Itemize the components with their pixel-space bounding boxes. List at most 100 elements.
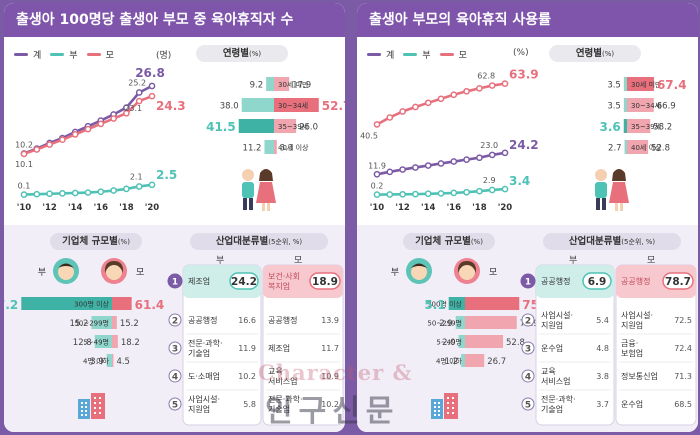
data-point: [412, 164, 419, 171]
building-window: [447, 412, 449, 414]
building-window: [452, 412, 454, 414]
data-point: [46, 141, 53, 148]
data-point: [437, 160, 445, 167]
mother-top-value-pill: [309, 272, 341, 290]
mother-value: 15.2: [120, 319, 139, 329]
category-label: 50~299명: [74, 319, 109, 328]
legend-mother-swatch: [439, 53, 454, 56]
mother-bar: [112, 297, 132, 310]
left-industry-mother-header: 모: [294, 256, 303, 266]
father-industry-name: 지원업: [188, 405, 210, 414]
right-industry-title: 산업대분류별(5순위, %): [543, 233, 681, 250]
data-label: 63.9: [509, 68, 539, 82]
right-line-unit: (%): [513, 48, 529, 58]
category-label: 5~49명: [436, 338, 462, 347]
mother-industry-name: 교육: [268, 367, 283, 376]
father-bar: [238, 119, 274, 133]
data-point: [71, 189, 79, 197]
father-top-value-pill: [229, 272, 259, 290]
father-bar: [448, 297, 465, 310]
right-size-title: 기업체 규모별(%): [403, 233, 495, 250]
x-tick-label: '12: [395, 203, 410, 213]
x-tick-label: '20: [498, 203, 513, 213]
data-point: [424, 190, 432, 198]
data-label: 10.1: [15, 160, 33, 169]
rank-badge: [168, 397, 182, 411]
building-window: [452, 407, 454, 409]
man-leg-icon: [596, 198, 600, 210]
category-label: 4명 이하: [436, 357, 463, 366]
data-point: [135, 183, 143, 190]
building-window: [438, 402, 440, 404]
data-point: [20, 191, 28, 198]
building-window: [452, 397, 454, 399]
rank-number: 3: [525, 345, 531, 355]
data-point: [373, 121, 381, 128]
father-industry-name: 기술업: [188, 348, 210, 358]
father-bar: [458, 335, 465, 348]
mother-industry-value: 10.9: [321, 372, 339, 381]
data-point: [399, 108, 406, 115]
left-size-title: 기업체 규모별(%): [50, 233, 142, 250]
data-point: [450, 158, 458, 165]
data-point: [373, 191, 381, 199]
rank-number: 1: [525, 278, 531, 288]
data-point: [59, 190, 66, 197]
category-label: 5~49명: [83, 338, 109, 347]
legend-all-swatch: [367, 53, 381, 56]
building-window: [85, 414, 87, 416]
rank-badge: [521, 313, 535, 327]
mother-bar: [112, 335, 118, 348]
right-age-chart: 30세 미만 3.5 67.4 30~34세 3.5 66.9 35~39세 3.6 58.2 4…: [599, 77, 687, 154]
mother-value: 17.9: [292, 81, 311, 91]
father-bar: [91, 316, 112, 329]
x-tick-label: '10: [17, 203, 32, 213]
building-window: [81, 414, 83, 416]
building-icon: [431, 399, 443, 419]
data-point: [424, 162, 432, 169]
left-industry-father-header: 부: [216, 256, 225, 266]
mother-value: 66.9: [657, 102, 676, 112]
man-head-icon: [242, 169, 254, 181]
building-icon: [78, 399, 90, 419]
father-industry-value: 3.8: [596, 372, 609, 381]
data-label: 24.2: [509, 138, 539, 152]
data-point: [463, 188, 470, 196]
mother-industry-value: 13.9: [321, 316, 339, 325]
father-industry-value: 24.2: [231, 276, 257, 288]
data-point: [476, 187, 483, 195]
father-industry-name: 공공행정: [541, 276, 570, 286]
data-point: [399, 166, 406, 173]
legend-mother-label: 모: [458, 51, 467, 61]
building-window: [434, 414, 436, 416]
right-size-chart: 300명 이상5.175.450~299명2.971.95~49명2.052.8…: [424, 297, 552, 367]
mother-bar: [627, 119, 651, 133]
data-point: [71, 131, 79, 138]
mother-bar: [112, 354, 114, 367]
building-window: [81, 406, 83, 408]
woman-leg-icon: [615, 203, 618, 211]
data-point: [399, 190, 406, 198]
mother-industry-name: 공공행정: [621, 276, 650, 286]
rank-number: 4: [525, 373, 531, 383]
data-label: 26.8: [135, 66, 165, 80]
father-value: 41.5: [206, 120, 236, 134]
rank-badge: [520, 273, 536, 289]
mother-hair-icon: [104, 261, 124, 273]
rank-badge: [521, 341, 535, 355]
left-age-chart: 30세 미만 9.2 17.9 30~34세 38.0 52.7 35~39세 41.5 26.…: [206, 77, 345, 154]
man-leg-icon: [602, 198, 606, 210]
mother-icon-label: 모: [136, 268, 144, 278]
father-hair-icon: [58, 263, 74, 268]
data-point: [463, 156, 470, 163]
legend-mother-label: 모: [105, 51, 114, 61]
x-tick-label: '16: [94, 203, 109, 213]
mother-face-icon: [459, 264, 475, 280]
mother-value: 52.7: [322, 99, 345, 113]
rank-badge: [521, 397, 535, 411]
mother-bar: [274, 140, 277, 154]
mother-bar: [465, 297, 520, 310]
father-industry-value: 10.2: [238, 372, 256, 381]
building-window: [447, 407, 449, 409]
